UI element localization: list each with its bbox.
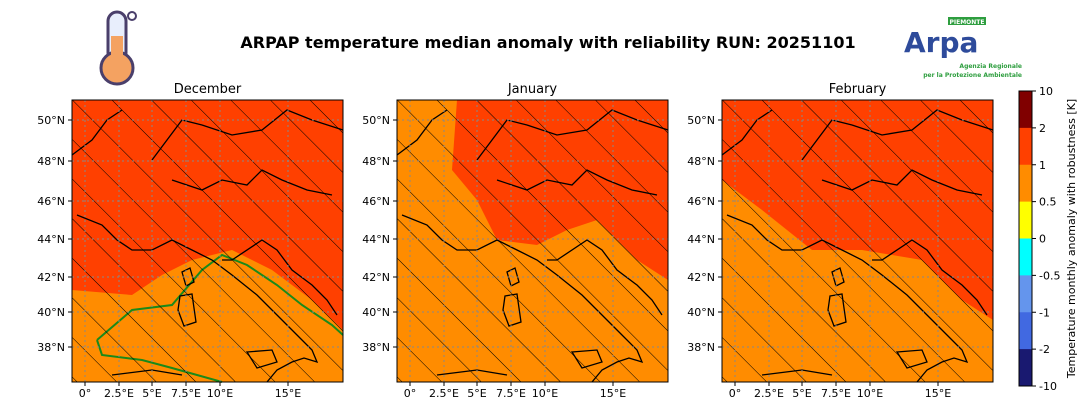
svg-text:Agenzia Regionale: Agenzia Regionale: [959, 63, 1022, 70]
lat-tick-label: 42°N: [362, 271, 390, 284]
lat-tick-label: 48°N: [687, 155, 715, 168]
thermometer-icon: [99, 10, 137, 86]
panel-title: January: [507, 82, 558, 97]
colorbar-tick-label: 2: [1039, 122, 1046, 135]
lon-tick-label: 15°E: [925, 387, 951, 400]
lon-tick-label: 0°: [404, 387, 417, 400]
colorbar-tick-label: -1: [1039, 306, 1050, 319]
lat-tick-label: 40°N: [687, 306, 715, 319]
colorbar-tick-label: 1: [1039, 159, 1046, 172]
lat-tick-label: 44°N: [687, 233, 715, 246]
lon-tick-label: 10°E: [532, 387, 558, 400]
lat-tick-label: 38°N: [362, 341, 390, 354]
reliability-hatching: [72, 100, 343, 382]
lat-tick-label: 48°N: [362, 155, 390, 168]
colorbar-tick-label: 10: [1039, 85, 1053, 98]
lon-tick-label: 10°E: [857, 387, 883, 400]
colorbar-segment: [1019, 349, 1032, 387]
lat-tick-label: 50°N: [37, 114, 65, 127]
colorbar-segment: [1019, 238, 1032, 276]
lon-tick-label: 2.5°E: [429, 387, 459, 400]
lon-tick-label: 15°E: [600, 387, 626, 400]
colorbar-segment: [1019, 127, 1032, 166]
colorbar-tick-label: -2: [1039, 343, 1050, 356]
lon-tick-label: 0°: [79, 387, 92, 400]
colorbar-tick-label: -0.5: [1039, 269, 1060, 282]
colorbar-label: Temperature monthly anomaly with robustn…: [1065, 99, 1078, 379]
colorbar-tick-label: 0.5: [1039, 196, 1057, 209]
figure-title: ARPAP temperature median anomaly with re…: [240, 33, 856, 52]
svg-text:PIEMONTE: PIEMONTE: [949, 19, 984, 26]
map-panel-january: [396, 99, 669, 383]
panel-title: February: [829, 82, 887, 97]
lon-tick-label: 5°E: [467, 387, 486, 400]
lon-tick-label: 2.5°E: [104, 387, 134, 400]
lat-tick-label: 44°N: [362, 233, 390, 246]
colorbar-segment: [1019, 312, 1032, 350]
lon-tick-label: 0°: [729, 387, 742, 400]
lat-tick-label: 40°N: [37, 306, 65, 319]
map-panel-december: [71, 99, 344, 383]
panel-title: December: [174, 82, 242, 97]
lat-tick-label: 46°N: [687, 195, 715, 208]
lon-tick-label: 7.5°E: [496, 387, 526, 400]
lon-tick-label: 5°E: [142, 387, 161, 400]
lon-tick-label: 10°E: [207, 387, 233, 400]
lat-tick-label: 38°N: [37, 341, 65, 354]
colorbar-tick-label: -10: [1039, 380, 1057, 393]
lat-tick-label: 40°N: [362, 306, 390, 319]
lat-tick-label: 38°N: [687, 341, 715, 354]
colorbar-segment: [1019, 275, 1032, 313]
lon-tick-label: 7.5°E: [171, 387, 201, 400]
colorbar-segment: [1019, 91, 1032, 129]
lat-tick-label: 48°N: [37, 155, 65, 168]
svg-text:Arpa: Arpa: [904, 26, 978, 59]
lat-tick-label: 50°N: [362, 114, 390, 127]
map-panel-february: [721, 99, 994, 383]
lat-tick-label: 42°N: [37, 271, 65, 284]
colorbar-segment: [1019, 164, 1032, 203]
lat-tick-label: 42°N: [687, 271, 715, 284]
lat-tick-label: 50°N: [687, 114, 715, 127]
svg-text:per la Protezione Ambientale: per la Protezione Ambientale: [923, 72, 1022, 79]
arpa-logo: PIEMONTE Arpa Agenzia Regionale per la P…: [904, 17, 1022, 79]
lon-tick-label: 7.5°E: [821, 387, 851, 400]
reliability-hatching: [397, 100, 668, 382]
colorbar-segment: [1019, 201, 1032, 239]
lon-tick-label: 15°E: [275, 387, 301, 400]
colorbar: 10 2 1 0.5 0 -0.5 -1 -2 -10 Temperature monthly a…: [1018, 85, 1078, 393]
lat-tick-label: 46°N: [37, 195, 65, 208]
lon-tick-label: 5°E: [792, 387, 811, 400]
colorbar-tick-label: 0: [1039, 233, 1046, 246]
lon-tick-label: 2.5°E: [754, 387, 784, 400]
lat-tick-label: 44°N: [37, 233, 65, 246]
lat-tick-label: 46°N: [362, 195, 390, 208]
reliability-hatching: [722, 100, 993, 382]
